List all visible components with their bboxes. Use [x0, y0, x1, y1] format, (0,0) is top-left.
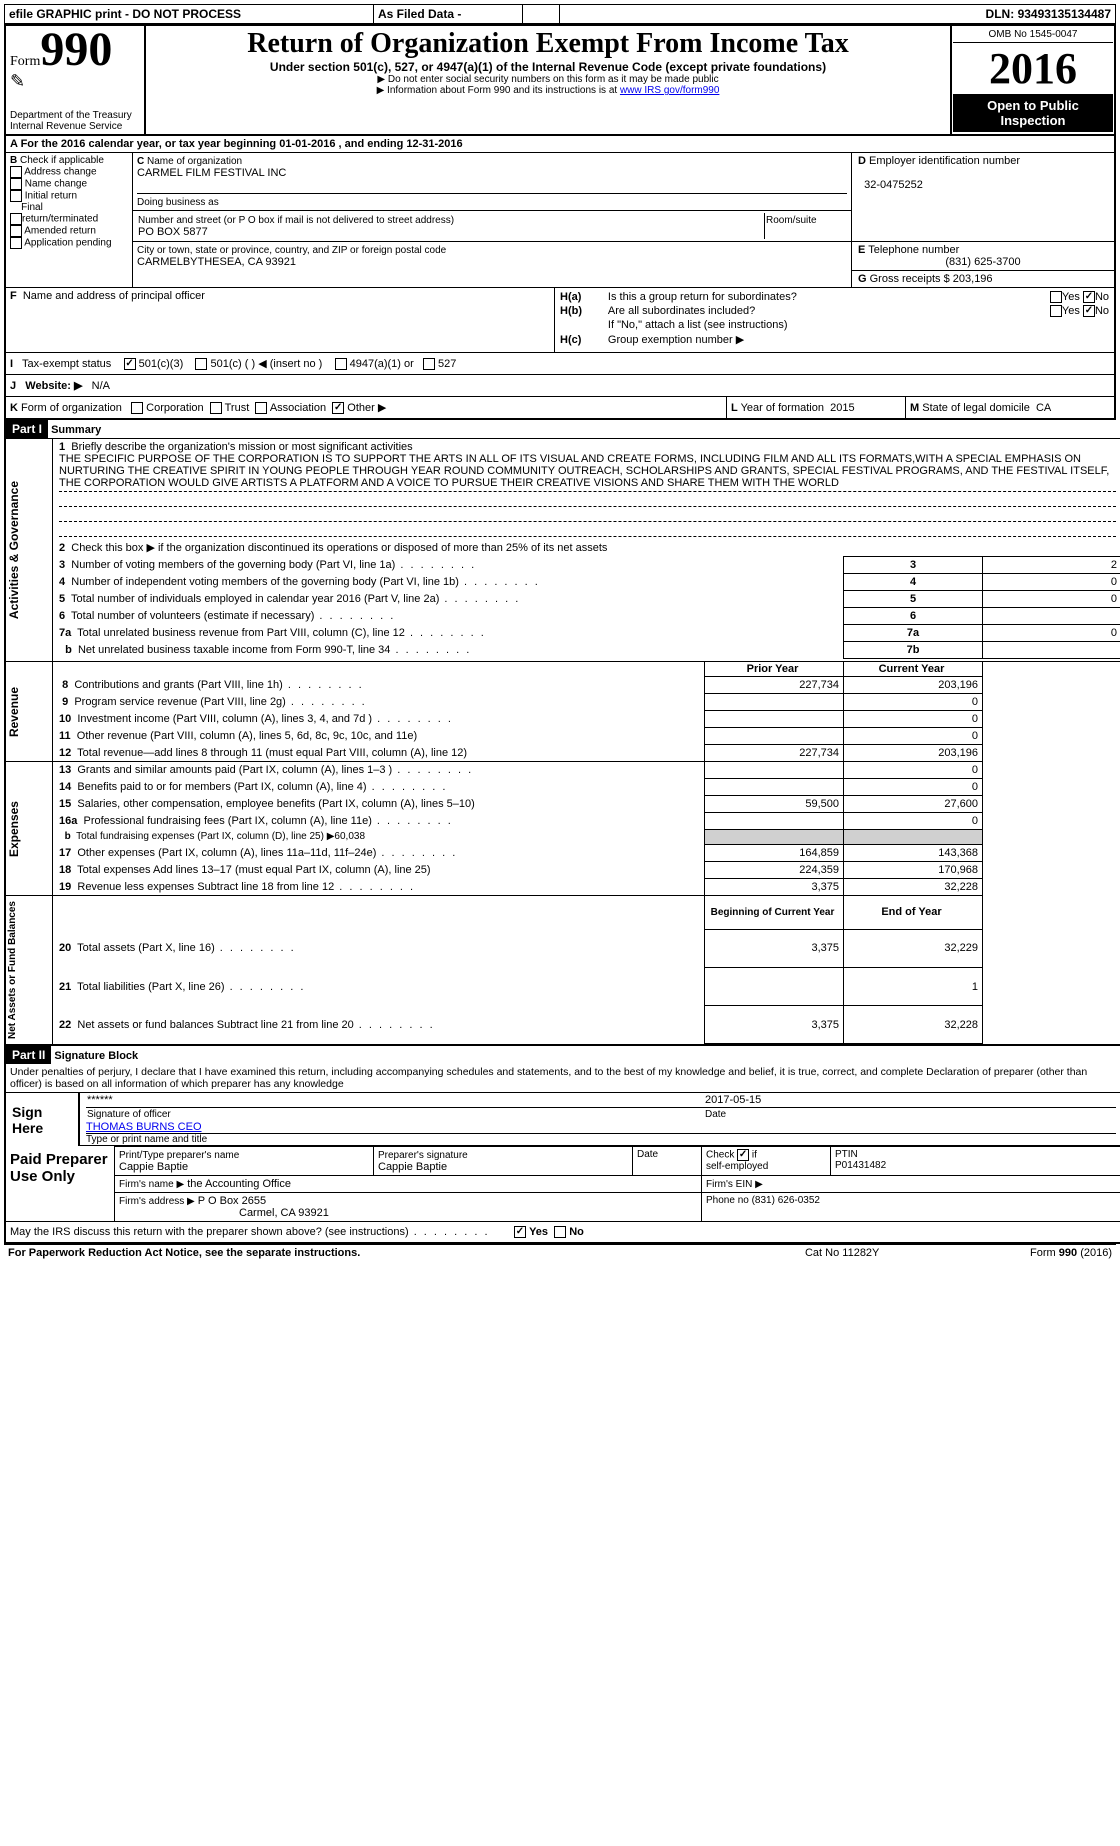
line-21: 21 Total liabilities (Part X, line 26)1 — [6, 967, 1120, 1005]
section-j: J Website: ▶ N/A — [5, 375, 1115, 397]
self-employed-check: Check ✓ ifself-employed — [702, 1147, 831, 1176]
dln: DLN: 93493135134487 — [560, 5, 1116, 24]
paid-preparer-label: Paid Preparer Use Only — [6, 1147, 115, 1222]
line-7b: b Net unrelated business taxable income … — [6, 642, 1120, 659]
section-c-city: City or town, state or province, country… — [133, 242, 852, 288]
firm-ein: Firm's EIN ▶ — [702, 1176, 1120, 1193]
section-b: B Check if applicable Address change Nam… — [5, 153, 133, 288]
section-m: M State of legal domicile CA — [906, 397, 1116, 419]
discuss-question: May the IRS discuss this return with the… — [6, 1222, 1120, 1242]
form-subtitle: Under section 501(c), 527, or 4947(a)(1)… — [154, 60, 942, 74]
preparer-signature: Preparer's signatureCappie Baptie — [374, 1147, 633, 1176]
perjury-declaration: Under penalties of perjury, I declare th… — [6, 1064, 1120, 1093]
col-current-year: Current Year — [844, 662, 983, 677]
irs-link[interactable]: www IRS gov/form990 — [620, 85, 719, 96]
ptin: PTINP01431482 — [831, 1147, 1120, 1176]
footer-center: Cat No 11282Y — [756, 1245, 928, 1262]
side-label-netassets: Net Assets or Fund Balances — [7, 897, 18, 1043]
section-e: E Telephone number (831) 625-3700 — [852, 242, 1116, 271]
section-c-addr: Number and street (or P O box if mail is… — [133, 211, 852, 242]
line-18: 18 Total expenses Add lines 13–17 (must … — [6, 861, 1120, 878]
line-5: 5 Total number of individuals employed i… — [6, 591, 1120, 608]
line-3: 3 Number of voting members of the govern… — [6, 557, 1120, 574]
col-end-year: End of Year — [844, 895, 983, 929]
section-f: F Name and address of principal officer — [5, 288, 555, 353]
name-title-label: Type or print name and title — [86, 1134, 1116, 1145]
line-9: 9 Program service revenue (Part VIII, li… — [6, 694, 1120, 711]
line-6: 6 Total number of volunteers (estimate i… — [6, 608, 1120, 625]
header-bar: efile GRAPHIC print - DO NOT PROCESS As … — [4, 4, 1116, 24]
line-22: 22 Net assets or fund balances Subtract … — [6, 1006, 1120, 1044]
part2-header: Part II Signature Block — [6, 1046, 1120, 1064]
officer-signature: ****** — [87, 1094, 113, 1106]
section-k: K Form of organization Corporation Trust… — [5, 397, 727, 419]
footer-right: Form 990 (2016) — [928, 1245, 1116, 1262]
footer-left: For Paperwork Reduction Act Notice, see … — [4, 1245, 756, 1262]
section-i: I Tax-exempt status ✓ 501(c)(3) 501(c) (… — [5, 353, 1115, 375]
col-prior-year: Prior Year — [705, 662, 844, 677]
note-info: ▶ Information about Form 990 and its ins… — [154, 85, 942, 96]
form-title: Return of Organization Exempt From Incom… — [154, 28, 942, 60]
preparer-date: Date — [633, 1147, 702, 1176]
line-2: 2 Check this box ▶ if the organization d… — [53, 539, 1120, 557]
efile-label: efile GRAPHIC print - DO NOT PROCESS — [5, 5, 374, 24]
section-c-name: C Name of organization CARMEL FILM FESTI… — [133, 153, 852, 211]
firm-name: Firm's name ▶ the Accounting Office — [115, 1176, 702, 1193]
line-15: 15 Salaries, other compensation, employe… — [6, 795, 1120, 812]
omb-label: OMB No 1545-0047 — [953, 27, 1113, 43]
line-16a: 16a Professional fundraising fees (Part … — [6, 812, 1120, 829]
date-label: Date — [704, 1108, 1116, 1122]
line-a: A For the 2016 calendar year, or tax yea… — [5, 136, 1115, 153]
line-12: 12 Total revenue—add lines 8 through 11 … — [6, 745, 1120, 762]
open-inspection: Open to Public Inspection — [953, 94, 1113, 132]
section-l: L Year of formation 2015 — [727, 397, 906, 419]
part1-header: Part I Summary — [6, 420, 1120, 438]
preparer-name: Print/Type preparer's nameCappie Baptie — [115, 1147, 374, 1176]
sign-here-label: Sign Here — [6, 1093, 79, 1146]
section-d: D Employer identification number 32-0475… — [852, 153, 1116, 242]
line-19: 19 Revenue less expenses Subtract line 1… — [6, 878, 1120, 895]
sig-label: Signature of officer — [86, 1108, 704, 1122]
firm-phone: Phone no (831) 626-0352 — [702, 1193, 1120, 1222]
section-g: G Gross receipts $ 203,196 — [852, 271, 1116, 288]
col-beginning-year: Beginning of Current Year — [705, 895, 844, 929]
side-label-revenue: Revenue — [7, 683, 21, 741]
dept-label: Department of the Treasury — [10, 110, 140, 121]
line-1: 1 Briefly describe the organization's mi… — [53, 439, 1120, 540]
line-7a: 7a Total unrelated business revenue from… — [6, 625, 1120, 642]
tax-year: 2016 — [953, 43, 1113, 94]
irs-label: Internal Revenue Service — [10, 121, 140, 132]
line-14: 14 Benefits paid to or for members (Part… — [6, 778, 1120, 795]
form-990-label: Form990 — [10, 28, 140, 71]
firm-address: Firm's address ▶ P O Box 2655Carmel, CA … — [115, 1193, 702, 1222]
line-11: 11 Other revenue (Part VIII, column (A),… — [6, 728, 1120, 745]
sign-date: 2017-05-15 — [704, 1093, 1116, 1108]
line-16b: b Total fundraising expenses (Part IX, c… — [6, 829, 1120, 844]
line-13: 13 Grants and similar amounts paid (Part… — [53, 762, 705, 779]
side-label-expenses: Expenses — [7, 797, 21, 861]
side-label-ag: Activities & Governance — [7, 477, 21, 623]
line-10: 10 Investment income (Part VIII, column … — [6, 711, 1120, 728]
asfiled-label: As Filed Data - — [374, 5, 523, 24]
section-h: H(a)Is this a group return for subordina… — [555, 288, 1116, 353]
form-head: Form990 ✎ Department of the Treasury Int… — [4, 24, 1116, 136]
line-17: 17 Other expenses (Part IX, column (A), … — [6, 844, 1120, 861]
line-20: 20 Total assets (Part X, line 16)3,37532… — [6, 929, 1120, 967]
officer-name[interactable]: THOMAS BURNS CEO — [86, 1121, 202, 1133]
line-4: 4 Number of independent voting members o… — [6, 574, 1120, 591]
line-8: 8 Contributions and grants (Part VIII, l… — [6, 677, 1120, 694]
note-ssn: ▶ Do not enter social security numbers o… — [154, 74, 942, 85]
